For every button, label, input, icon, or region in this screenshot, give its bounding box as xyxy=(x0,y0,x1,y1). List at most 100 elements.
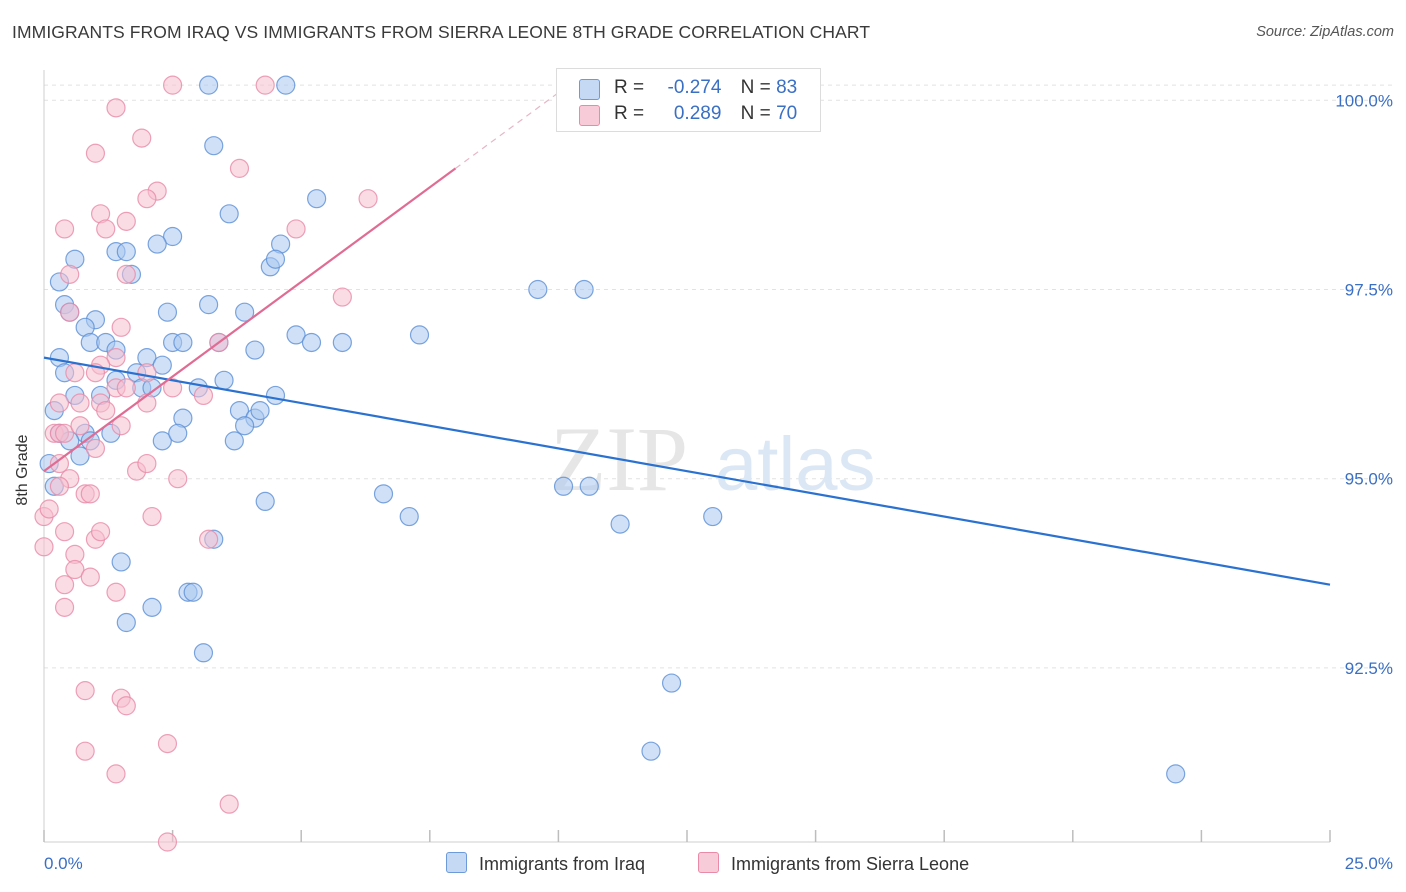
point-sierra-leone xyxy=(106,764,126,784)
bottom-legend-sierra: Immigrants from Sierra Leone xyxy=(698,852,969,875)
legend-r-value-iraq: -0.274 xyxy=(667,77,722,98)
point-iraq xyxy=(193,643,214,663)
point-sierra-leone xyxy=(70,393,90,413)
y-tick-label: 95.0% xyxy=(1345,470,1393,489)
point-iraq xyxy=(553,476,574,496)
point-iraq xyxy=(610,514,630,534)
point-iraq xyxy=(255,491,275,512)
point-iraq xyxy=(528,279,548,300)
point-sierra-leone xyxy=(255,75,275,95)
point-sierra-leone xyxy=(60,264,80,284)
point-iraq xyxy=(332,332,352,353)
point-sierra-leone xyxy=(106,582,126,602)
point-iraq xyxy=(152,355,172,375)
point-sierra-leone xyxy=(85,143,106,163)
point-iraq xyxy=(152,431,172,451)
point-iraq xyxy=(111,552,131,572)
point-sierra-leone xyxy=(75,741,95,761)
point-sierra-leone xyxy=(111,416,131,436)
y-axis-label: 8th Grade xyxy=(14,434,31,506)
point-sierra-leone xyxy=(157,832,178,852)
point-iraq xyxy=(168,423,188,443)
watermark-atlas: atlas xyxy=(715,422,876,507)
point-sierra-leone xyxy=(358,189,378,209)
correlation-legend: R = -0.274 N = 83 R = 0.289 N = 70 xyxy=(556,68,821,132)
legend-swatch-iraq xyxy=(579,79,600,100)
point-sierra-leone xyxy=(80,567,100,587)
point-iraq xyxy=(214,370,234,390)
point-sierra-leone xyxy=(137,453,157,474)
point-iraq xyxy=(286,325,306,345)
x-tick-label-max: 25.0% xyxy=(1345,854,1393,873)
tick-labels: 92.5% 95.0% 97.5% 100.0% 0.0% 25.0% xyxy=(44,91,1393,873)
point-sierra-leone xyxy=(49,393,70,413)
trend-extension-sierra-leone xyxy=(455,92,559,169)
point-iraq xyxy=(641,741,661,761)
point-iraq xyxy=(307,189,327,209)
point-iraq xyxy=(199,75,219,95)
bottom-legend-swatch-sierra xyxy=(698,852,719,873)
legend-n-value-iraq: 83 xyxy=(776,77,798,98)
point-sierra-leone xyxy=(49,476,70,496)
point-sierra-leone xyxy=(332,287,352,307)
point-iraq xyxy=(250,400,270,421)
point-iraq xyxy=(116,612,136,633)
point-sierra-leone xyxy=(137,189,157,209)
point-sierra-leone xyxy=(54,575,75,595)
point-sierra-leone xyxy=(286,219,306,239)
point-sierra-leone xyxy=(54,219,75,239)
point-iraq xyxy=(142,597,162,617)
bottom-legend-swatch-iraq xyxy=(446,852,467,873)
point-iraq xyxy=(265,249,286,269)
point-iraq xyxy=(574,279,594,300)
legend-r-value-sierra: 0.289 xyxy=(673,103,722,124)
point-sierra-leone xyxy=(106,348,126,368)
point-sierra-leone xyxy=(142,506,162,527)
point-sierra-leone xyxy=(54,522,75,542)
y-tick-label: 97.5% xyxy=(1345,280,1393,299)
point-sierra-leone xyxy=(39,499,59,519)
point-iraq xyxy=(147,234,167,254)
bottom-legend-label-sierra: Immigrants from Sierra Leone xyxy=(731,854,970,874)
point-sierra-leone xyxy=(116,264,136,284)
bottom-legend-iraq: Immigrants from Iraq xyxy=(446,852,645,875)
point-iraq xyxy=(245,340,265,360)
point-sierra-leone xyxy=(75,681,95,701)
legend-r-label: R = xyxy=(614,103,645,124)
point-iraq xyxy=(157,302,178,322)
point-sierra-leone xyxy=(34,537,54,557)
legend-r-label: R = xyxy=(614,77,645,98)
point-iraq xyxy=(1166,764,1186,784)
legend-n-value-sierra: 70 xyxy=(776,103,798,124)
point-sierra-leone xyxy=(96,400,116,421)
legend-n-label: N = xyxy=(740,77,771,98)
point-iraq xyxy=(409,325,430,345)
legend-n-label: N = xyxy=(740,103,771,124)
point-iraq xyxy=(204,136,224,156)
point-iraq xyxy=(276,75,296,95)
x-tick-label-min: 0.0% xyxy=(44,854,83,873)
point-sierra-leone xyxy=(157,734,178,754)
point-iraq xyxy=(703,506,723,527)
point-iraq xyxy=(661,673,682,693)
point-iraq xyxy=(199,295,219,315)
point-sierra-leone xyxy=(163,378,183,398)
point-iraq xyxy=(70,446,90,466)
chart-source: Source: ZipAtlas.com xyxy=(1256,24,1394,40)
point-sierra-leone xyxy=(193,385,214,406)
point-sierra-leone xyxy=(70,416,90,436)
point-iraq xyxy=(579,476,599,496)
trend-line-iraq xyxy=(43,356,1331,586)
point-sierra-leone xyxy=(60,302,80,322)
point-iraq xyxy=(301,332,322,353)
point-sierra-leone xyxy=(54,597,75,617)
point-iraq xyxy=(373,484,394,504)
data-points xyxy=(34,75,1186,852)
point-sierra-leone xyxy=(111,317,131,337)
point-sierra-leone xyxy=(219,794,239,814)
y-tick-label: 100.0% xyxy=(1335,91,1393,110)
point-sierra-leone xyxy=(54,423,75,443)
point-sierra-leone xyxy=(116,211,136,231)
point-iraq xyxy=(173,332,193,353)
